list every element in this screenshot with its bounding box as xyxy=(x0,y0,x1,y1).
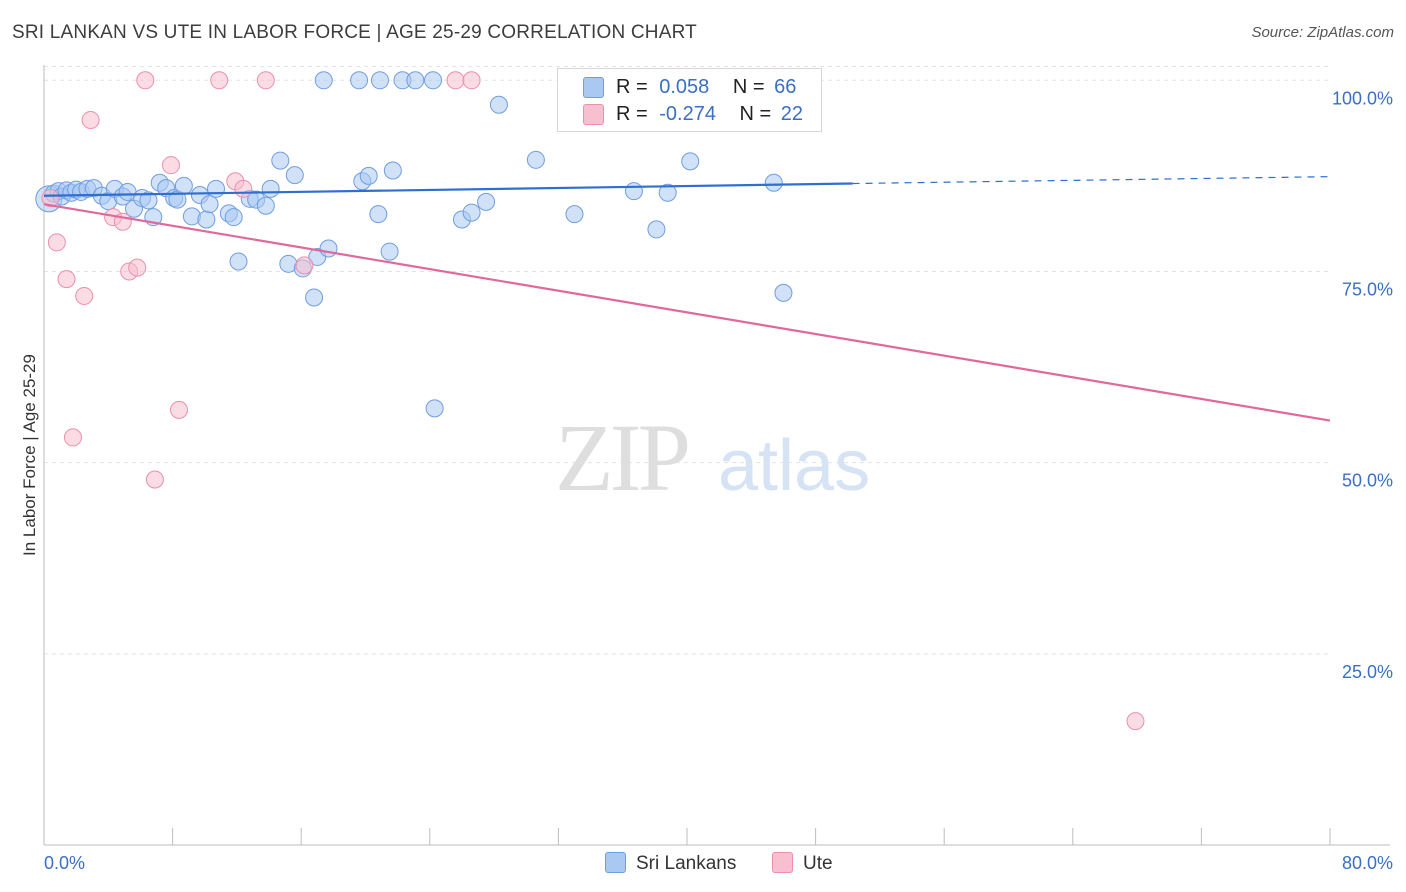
legend-item-sri-lankans[interactable]: Sri Lankans xyxy=(605,852,736,875)
sri-lankans-point xyxy=(271,151,290,170)
tick-labels: 25.0% 50.0% 75.0% 100.0% 0.0% 80.0% xyxy=(44,88,1393,873)
series-legend: Sri Lankans Ute xyxy=(0,852,1406,878)
ute-point xyxy=(446,71,465,90)
sri-lankans-point xyxy=(197,210,216,229)
ute-point xyxy=(145,470,164,489)
correlation-legend: R = 0.058 N = 66 R = -0.274 N = 22 xyxy=(557,68,822,132)
y-tick-label: 75.0% xyxy=(1342,279,1393,299)
sri-lankans-point xyxy=(681,152,700,171)
sri-lankans-point xyxy=(359,166,378,185)
r-label: R = xyxy=(616,103,648,125)
sri-lankans-point xyxy=(489,95,508,114)
sri-lankans-point xyxy=(477,192,496,211)
sri-lankans-point xyxy=(383,161,402,180)
n-label: N = xyxy=(739,103,772,125)
sri-lankans-point xyxy=(658,183,677,202)
ute-point xyxy=(256,71,275,90)
sri-lankans-point xyxy=(406,71,425,90)
legend-text-sri: R = 0.058 N = 66 xyxy=(616,76,796,99)
sri-lankans-point xyxy=(624,182,643,201)
ute-point xyxy=(234,179,253,198)
sri-lankans-points xyxy=(35,71,793,418)
ute-point xyxy=(128,258,147,277)
legend-item-ute[interactable]: Ute xyxy=(772,852,833,875)
r-value: 0.058 xyxy=(659,76,710,98)
n-label: N = xyxy=(732,76,765,98)
ute-point xyxy=(63,428,82,447)
sri-swatch-icon xyxy=(583,77,604,98)
watermark: ZIP atlas xyxy=(555,404,870,511)
sri-lankans-point xyxy=(285,166,304,185)
sri-lankans-point xyxy=(565,205,584,224)
y-tick-label: 25.0% xyxy=(1342,662,1393,682)
x-tick-label-max: 80.0% xyxy=(1342,853,1393,873)
trend-lines xyxy=(43,176,1331,422)
legend-text-ute: R = -0.274 N = 22 xyxy=(616,103,803,126)
sri-lankans-point xyxy=(774,283,793,302)
sri-lankans-point xyxy=(370,71,389,90)
sri-lankans-point xyxy=(224,208,243,227)
sri-lankans-trend-line xyxy=(43,182,853,197)
sri-lankans-point xyxy=(764,173,783,192)
sri-lankans-point xyxy=(200,195,219,214)
sri-legend-swatch-icon xyxy=(605,852,626,873)
ute-point xyxy=(41,189,60,208)
ute-point xyxy=(210,71,229,90)
source-label: Source: ZipAtlas.com xyxy=(1251,24,1394,41)
legend-label-sri-lankans: Sri Lankans xyxy=(636,853,737,874)
y-tick-label: 100.0% xyxy=(1332,88,1393,108)
ute-point xyxy=(462,71,481,90)
sri-lankans-point xyxy=(207,179,226,198)
sri-lankans-point xyxy=(462,203,481,222)
y-tick-label: 50.0% xyxy=(1342,471,1393,491)
ute-point xyxy=(295,256,314,275)
sri-lankans-point xyxy=(380,242,399,261)
ute-legend-swatch-icon xyxy=(772,852,793,873)
sri-lankans-point xyxy=(261,179,280,198)
legend-row-sri: R = 0.058 N = 66 xyxy=(558,73,821,101)
sri-lankans-point xyxy=(229,252,248,271)
sri-lankans-point xyxy=(305,288,324,307)
ute-point xyxy=(136,71,155,90)
legend-row-ute: R = -0.274 N = 22 xyxy=(558,100,821,128)
sri-lankans-point xyxy=(139,191,158,210)
ute-point xyxy=(161,156,180,175)
ute-point xyxy=(57,270,76,289)
ute-point xyxy=(1126,712,1145,731)
sri-lankans-point xyxy=(319,239,338,258)
r-label: R = xyxy=(616,76,648,98)
watermark-atlas: atlas xyxy=(718,426,870,506)
ute-point xyxy=(75,286,94,305)
ute-point xyxy=(81,111,100,130)
sri-lankans-point xyxy=(647,220,666,239)
r-value: -0.274 xyxy=(659,103,716,125)
chart-title: SRI LANKAN VS UTE IN LABOR FORCE | AGE 2… xyxy=(12,22,697,43)
sri-lankans-point xyxy=(256,196,275,215)
sri-lankans-point xyxy=(174,176,193,195)
ute-swatch-icon xyxy=(583,104,604,125)
ute-point xyxy=(47,233,66,252)
n-value: 22 xyxy=(780,103,804,125)
sri-lankans-point xyxy=(526,150,545,169)
y-axis-label: In Labor Force | Age 25-29 xyxy=(20,354,39,556)
sri-lankans-point xyxy=(369,205,388,224)
x-tick-label-min: 0.0% xyxy=(44,853,85,873)
sri-lankans-point xyxy=(314,71,333,90)
sri-lankans-trend-extension xyxy=(852,176,1331,185)
sri-lankans-point xyxy=(425,399,444,418)
sri-lankans-point xyxy=(424,71,443,90)
ute-points xyxy=(41,71,1145,731)
ute-point xyxy=(170,400,189,419)
sri-lankans-point xyxy=(350,71,369,90)
watermark-zip: ZIP xyxy=(555,404,688,511)
ute-trend-line xyxy=(43,203,1331,422)
n-value: 66 xyxy=(774,76,797,98)
legend-label-ute: Ute xyxy=(803,853,833,874)
